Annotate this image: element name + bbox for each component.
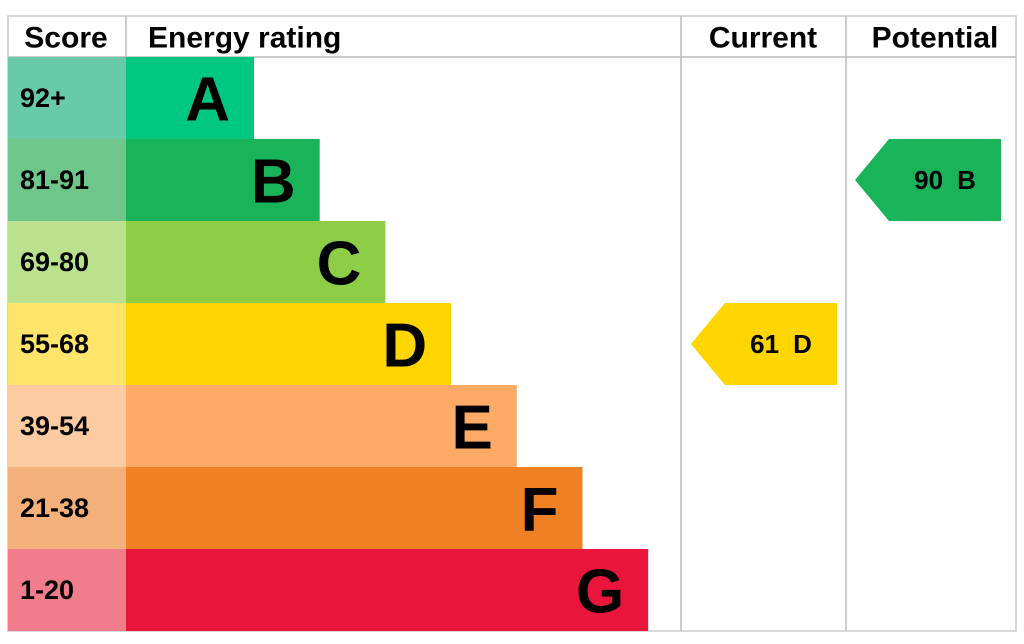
score-cell (8, 549, 126, 631)
score-cell (8, 467, 126, 549)
header-current: Current (709, 22, 817, 55)
rating-bar (126, 303, 452, 385)
score-range: 21-38 (20, 493, 89, 523)
potential-arrow (855, 139, 1001, 221)
rating-bar (126, 467, 583, 549)
rating-letter: F (521, 476, 559, 545)
score-cell (8, 385, 126, 467)
score-cell (8, 139, 126, 221)
rating-bar (126, 549, 649, 631)
header-potential: Potential (872, 22, 999, 55)
potential-letter: B (957, 165, 976, 195)
score-cell (8, 57, 126, 139)
score-range: 39-54 (20, 411, 89, 441)
rating-bar (126, 385, 517, 467)
current-letter: D (793, 329, 812, 359)
header-energy-rating: Energy rating (148, 22, 341, 55)
header-score: Score (24, 22, 107, 55)
rating-letter: B (251, 148, 296, 217)
score-range: 55-68 (20, 329, 89, 359)
potential-label: 90 B (914, 165, 976, 195)
current-label: 61 D (750, 329, 812, 359)
rating-letter: G (576, 558, 624, 627)
score-range: 92+ (20, 83, 66, 113)
rating-bar (126, 139, 320, 221)
score-range: 1-20 (20, 575, 74, 605)
rating-bar (126, 221, 386, 303)
rating-letter: E (451, 394, 492, 463)
score-cell (8, 303, 126, 385)
rating-letter: A (185, 66, 230, 135)
rating-letter: D (382, 312, 427, 381)
score-cell (8, 221, 126, 303)
current-score: 61 (750, 329, 779, 359)
potential-score: 90 (914, 165, 943, 195)
score-range: 69-80 (20, 247, 89, 277)
rating-letter: C (317, 230, 362, 299)
rating-bar (126, 57, 254, 139)
score-range: 81-91 (20, 165, 89, 195)
current-arrow (691, 303, 837, 385)
